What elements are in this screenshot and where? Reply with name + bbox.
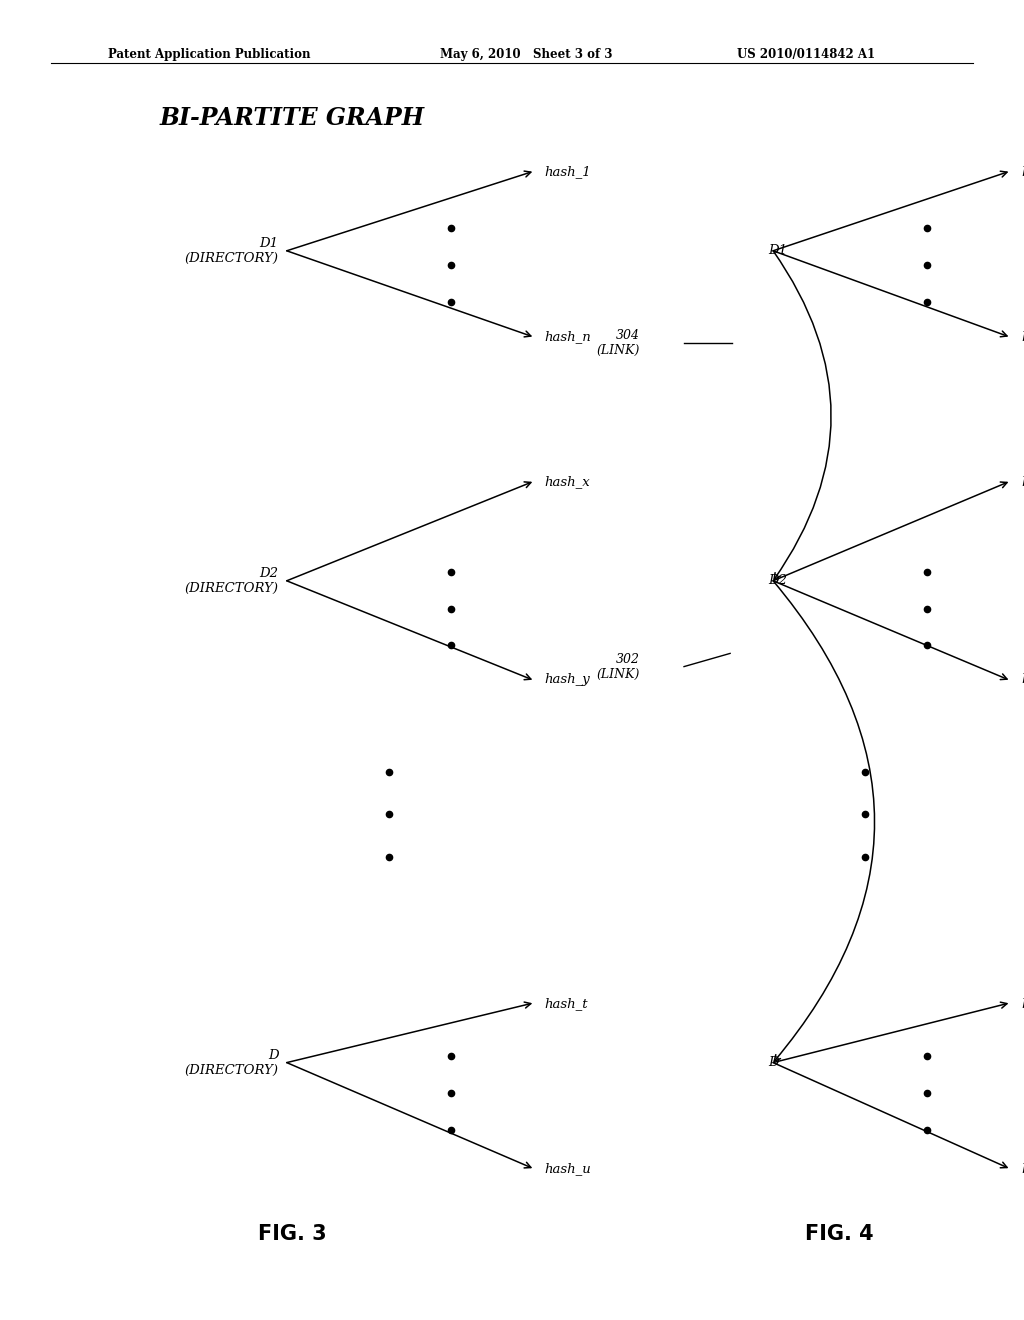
Text: US 2010/0114842 A1: US 2010/0114842 A1: [737, 48, 876, 61]
FancyArrowPatch shape: [773, 581, 874, 1061]
Text: 304
(LINK): 304 (LINK): [597, 329, 640, 358]
Text: hash_x: hash_x: [1021, 475, 1024, 488]
Text: hash_n: hash_n: [1021, 330, 1024, 343]
Text: D1: D1: [768, 244, 787, 257]
Text: D1
(DIRECTORY): D1 (DIRECTORY): [184, 236, 279, 265]
Text: hash_y: hash_y: [545, 673, 591, 686]
Text: hash_n: hash_n: [545, 330, 592, 343]
Text: D2: D2: [768, 574, 787, 587]
Text: FIG. 3: FIG. 3: [257, 1224, 327, 1245]
FancyArrowPatch shape: [773, 251, 831, 579]
Text: hash_1: hash_1: [1021, 165, 1024, 178]
Text: D
(DIRECTORY): D (DIRECTORY): [184, 1048, 279, 1077]
Text: hash_x: hash_x: [545, 475, 591, 488]
Text: BI-PARTITE GRAPH: BI-PARTITE GRAPH: [160, 106, 424, 129]
Text: D: D: [768, 1056, 778, 1069]
Text: hash_t: hash_t: [1021, 997, 1024, 1010]
Text: hash_t: hash_t: [545, 997, 589, 1010]
Text: May 6, 2010   Sheet 3 of 3: May 6, 2010 Sheet 3 of 3: [440, 48, 612, 61]
Text: hash_1: hash_1: [545, 165, 592, 178]
Text: D2
(DIRECTORY): D2 (DIRECTORY): [184, 566, 279, 595]
Text: Patent Application Publication: Patent Application Publication: [108, 48, 310, 61]
Text: hash_u: hash_u: [545, 1162, 592, 1175]
Text: hash_u: hash_u: [1021, 1162, 1024, 1175]
Text: FIG. 4: FIG. 4: [805, 1224, 874, 1245]
Text: hash_y: hash_y: [1021, 673, 1024, 686]
Text: 302
(LINK): 302 (LINK): [597, 652, 640, 681]
